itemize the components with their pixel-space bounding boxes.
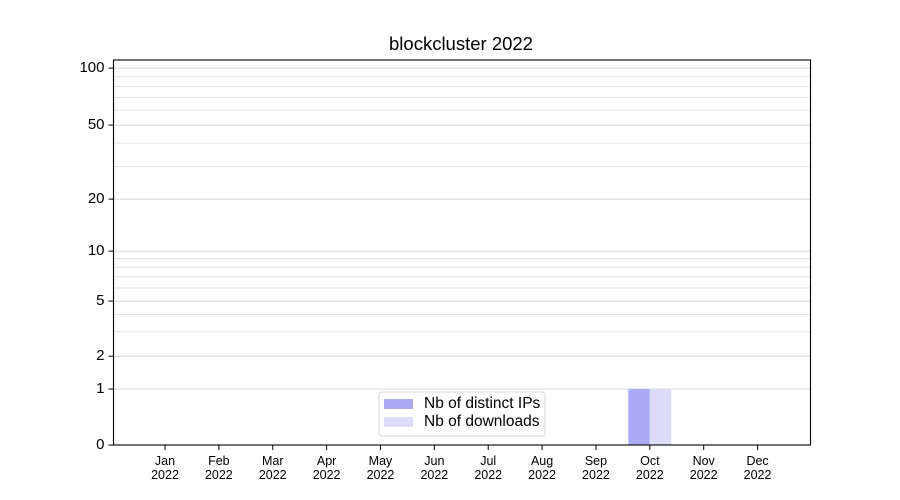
- svg-text:Sep: Sep: [585, 454, 607, 468]
- svg-text:2: 2: [96, 347, 104, 364]
- svg-text:Jan: Jan: [155, 454, 175, 468]
- svg-text:50: 50: [88, 116, 105, 133]
- svg-text:0: 0: [96, 436, 104, 453]
- svg-text:2022: 2022: [636, 468, 664, 482]
- svg-text:20: 20: [88, 190, 105, 207]
- svg-text:Nb of downloads: Nb of downloads: [424, 413, 540, 430]
- svg-text:blockcluster 2022: blockcluster 2022: [389, 33, 533, 54]
- svg-text:Feb: Feb: [208, 454, 230, 468]
- svg-text:Aug: Aug: [531, 454, 553, 468]
- svg-text:5: 5: [96, 292, 104, 309]
- svg-text:2022: 2022: [151, 468, 179, 482]
- svg-text:2022: 2022: [582, 468, 610, 482]
- svg-text:2022: 2022: [690, 468, 718, 482]
- svg-text:1: 1: [96, 380, 104, 397]
- svg-text:2022: 2022: [313, 468, 341, 482]
- svg-text:2022: 2022: [528, 468, 556, 482]
- svg-text:Oct: Oct: [640, 454, 660, 468]
- svg-text:Dec: Dec: [746, 454, 768, 468]
- svg-text:2022: 2022: [744, 468, 772, 482]
- svg-text:Apr: Apr: [317, 454, 336, 468]
- svg-text:Jun: Jun: [424, 454, 444, 468]
- svg-text:May: May: [369, 454, 393, 468]
- svg-text:Nb of distinct IPs: Nb of distinct IPs: [424, 395, 541, 412]
- svg-text:2022: 2022: [205, 468, 233, 482]
- svg-text:Jul: Jul: [480, 454, 496, 468]
- svg-text:2022: 2022: [367, 468, 395, 482]
- svg-text:10: 10: [88, 242, 105, 259]
- svg-text:2022: 2022: [259, 468, 287, 482]
- svg-text:2022: 2022: [420, 468, 448, 482]
- svg-text:Mar: Mar: [262, 454, 284, 468]
- svg-text:100: 100: [79, 59, 104, 76]
- svg-text:Nov: Nov: [693, 454, 716, 468]
- svg-text:2022: 2022: [474, 468, 502, 482]
